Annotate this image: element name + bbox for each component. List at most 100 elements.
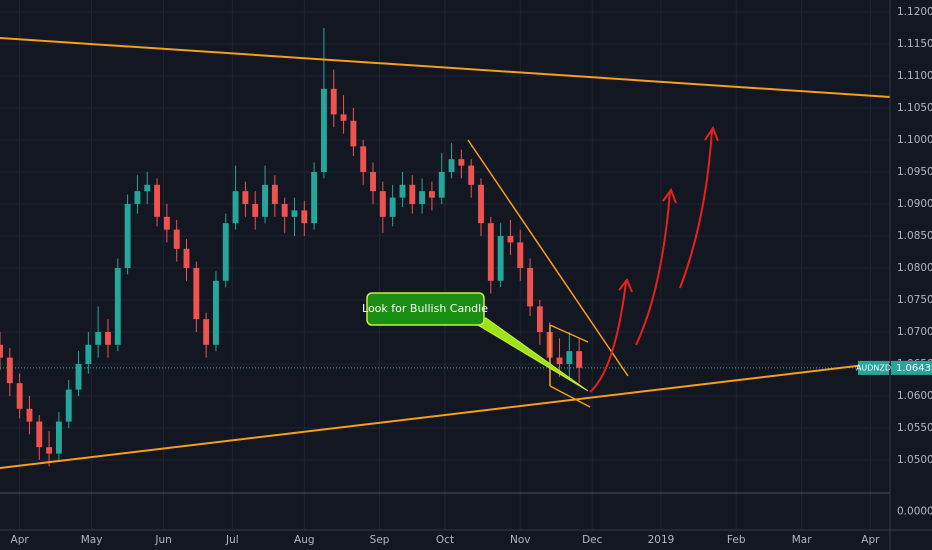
candle-body bbox=[262, 184, 268, 217]
candle-body bbox=[576, 351, 583, 368]
candle-body bbox=[55, 421, 62, 454]
candle-body bbox=[252, 203, 259, 217]
channel-bottom bbox=[549, 385, 591, 408]
candle-body bbox=[203, 319, 210, 345]
candle-body bbox=[75, 363, 82, 390]
candle-body bbox=[517, 242, 524, 268]
callout-box bbox=[366, 292, 485, 326]
candle-body bbox=[428, 191, 435, 198]
candle-body bbox=[85, 344, 92, 364]
projection-arrow bbox=[679, 129, 713, 289]
candle-body bbox=[458, 159, 465, 166]
candle-body bbox=[65, 389, 72, 422]
grid bbox=[0, 0, 890, 530]
candle-body bbox=[566, 351, 573, 364]
candle-body bbox=[183, 248, 190, 268]
x-tick-label: Jul bbox=[225, 534, 239, 546]
arrow-head bbox=[704, 125, 719, 142]
candle-body bbox=[95, 331, 102, 345]
candle-body bbox=[163, 216, 170, 230]
x-tick-label: Oct bbox=[436, 534, 454, 546]
projection-arrow bbox=[635, 191, 671, 346]
candle-body bbox=[320, 88, 327, 172]
candle-body bbox=[232, 191, 239, 224]
candle-body bbox=[36, 421, 43, 448]
y-tick-label: 1.06000 bbox=[897, 390, 932, 402]
candle-body bbox=[350, 120, 357, 147]
x-tick-label: Apr bbox=[11, 534, 30, 546]
candle-body bbox=[556, 357, 563, 364]
candle-body bbox=[389, 197, 396, 217]
candle-body bbox=[242, 191, 249, 204]
wedge-line bbox=[467, 139, 629, 377]
x-tick-label: Aug bbox=[294, 534, 315, 546]
candle-body bbox=[16, 383, 23, 409]
y-tick-label: 1.07500 bbox=[897, 294, 932, 306]
x-tick-label: Nov bbox=[510, 534, 531, 546]
candle-body bbox=[114, 267, 121, 345]
candle-body bbox=[478, 184, 484, 224]
candle-body bbox=[6, 357, 13, 384]
x-tick-label: Dec bbox=[582, 534, 603, 546]
candle-body bbox=[144, 184, 151, 192]
y-tick-label: 1.08500 bbox=[897, 230, 932, 242]
candle-body bbox=[105, 331, 111, 345]
last-price-box bbox=[891, 360, 932, 375]
candle-body bbox=[419, 191, 426, 204]
candles bbox=[0, 27, 858, 467]
candle-body bbox=[281, 203, 288, 217]
y-tick-label: 1.10000 bbox=[897, 134, 932, 146]
candle-body bbox=[193, 267, 200, 320]
candle-body bbox=[124, 203, 131, 268]
candle-body bbox=[536, 306, 543, 332]
projection-arrow bbox=[589, 281, 627, 393]
x-tick-label: Apr bbox=[861, 534, 880, 546]
candle-body bbox=[438, 171, 445, 198]
y-tick-label: 1.09500 bbox=[897, 166, 932, 178]
y-tick-label: 1.05000 bbox=[897, 454, 932, 466]
x-tick-label: Jun bbox=[154, 534, 171, 546]
candle-body bbox=[360, 146, 367, 172]
candle-body bbox=[311, 171, 318, 224]
support-line bbox=[0, 361, 891, 469]
candle-body bbox=[301, 210, 308, 224]
y-tick-label: 1.12000 bbox=[897, 6, 932, 18]
resistance-line bbox=[0, 37, 891, 98]
y-tick-label: 1.11000 bbox=[897, 70, 932, 82]
candle-body bbox=[527, 267, 534, 307]
candle-body bbox=[448, 159, 455, 172]
candle-body bbox=[271, 184, 278, 204]
x-tick-label: Sep bbox=[370, 534, 390, 546]
candle-body bbox=[0, 344, 3, 358]
candle-body bbox=[379, 191, 386, 217]
candle-body bbox=[46, 447, 53, 454]
candle-body bbox=[222, 223, 229, 281]
arrow-head bbox=[618, 278, 633, 293]
last-price-label: 1.06439 bbox=[896, 363, 932, 374]
candle-body bbox=[399, 184, 406, 198]
candle-body bbox=[409, 184, 416, 204]
x-tick-label: 2019 bbox=[648, 534, 675, 546]
channel-top bbox=[549, 324, 589, 343]
y-tick-label: 1.11500 bbox=[897, 38, 932, 50]
candle-body bbox=[330, 88, 337, 115]
drawings bbox=[0, 37, 891, 469]
candle-body bbox=[291, 210, 298, 217]
symbol-label-box bbox=[858, 360, 889, 375]
x-tick-label: May bbox=[81, 534, 103, 546]
y-tick-label: 1.05500 bbox=[897, 422, 932, 434]
x-tick-label: Feb bbox=[727, 534, 746, 546]
candle-body bbox=[487, 223, 494, 281]
callout-text: Look for Bullish Candle bbox=[362, 302, 488, 315]
candle-body bbox=[26, 408, 33, 422]
y-tick-label: 1.07000 bbox=[897, 326, 932, 338]
y-tick-label: 1.09000 bbox=[897, 198, 932, 210]
candle-body bbox=[497, 235, 504, 281]
symbol-label: AUDNZD bbox=[856, 363, 891, 372]
candle-body bbox=[154, 184, 161, 217]
y-tick-label: 1.08000 bbox=[897, 262, 932, 274]
candle-body bbox=[134, 191, 141, 204]
candle-body bbox=[173, 229, 180, 249]
